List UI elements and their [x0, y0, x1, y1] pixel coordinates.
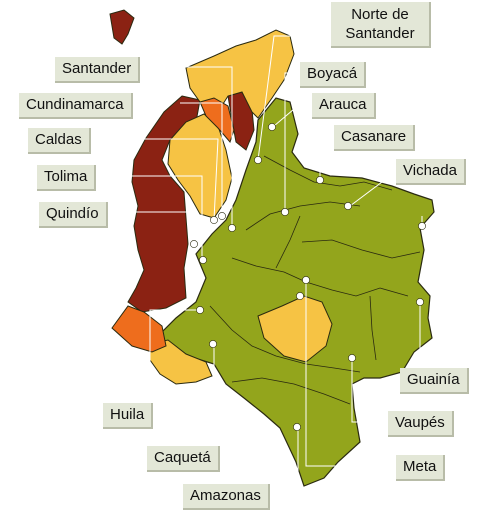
- dot-vichada: [344, 202, 352, 210]
- label-arauca: Arauca: [312, 93, 376, 119]
- dot-boyaca: [281, 208, 289, 216]
- label-norte-de-santander: Norte de Santander: [331, 2, 431, 48]
- dot-meta: [302, 276, 310, 284]
- region-yellow-guaviare: [257, 295, 333, 363]
- label-casanare: Casanare: [334, 125, 416, 151]
- label-cundinamarca: Cundinamarca: [19, 93, 133, 119]
- dot-arauca: [268, 123, 276, 131]
- department-borders: [209, 155, 421, 405]
- label-vichada: Vichada: [396, 159, 466, 185]
- region-dark-red-north: [109, 9, 135, 45]
- dot-extra: [296, 292, 304, 300]
- dot-guainia: [416, 298, 424, 306]
- dot-cundinamarca: [218, 212, 226, 220]
- dot-huila: [196, 306, 204, 314]
- label-quindio: Quindío: [39, 202, 108, 228]
- label-guainia: Guainía: [400, 368, 469, 394]
- location-dots: [190, 123, 426, 431]
- label-amazonas: Amazonas: [183, 484, 270, 510]
- dot-caldas: [210, 216, 218, 224]
- label-meta: Meta: [396, 455, 446, 481]
- label-norte-de-santander-line2: Santander: [345, 25, 415, 42]
- label-caqueta: Caquetá: [147, 446, 220, 472]
- region-yellow-central: [167, 113, 233, 219]
- label-tolima: Tolima: [37, 165, 97, 191]
- dot-santander: [228, 224, 236, 232]
- dot-caqueta: [209, 340, 217, 348]
- dot-norte-de-santander: [254, 156, 262, 164]
- label-vaupes: Vaupés: [388, 411, 454, 437]
- region-yellow-south: [149, 339, 213, 385]
- label-norte-de-santander-line1: Norte de: [351, 6, 409, 23]
- label-caldas: Caldas: [28, 128, 91, 154]
- dot-vichada-east: [418, 222, 426, 230]
- dot-casanare: [316, 176, 324, 184]
- region-orange-sw: [111, 305, 167, 353]
- dot-quindio: [190, 240, 198, 248]
- leader-lines: [116, 35, 423, 495]
- label-boyaca: Boyacá: [300, 62, 367, 88]
- dot-amazonas: [293, 423, 301, 431]
- dot-vaupes: [348, 354, 356, 362]
- label-huila: Huila: [103, 403, 154, 429]
- label-santander: Santander: [55, 57, 141, 83]
- dot-tolima: [199, 256, 207, 264]
